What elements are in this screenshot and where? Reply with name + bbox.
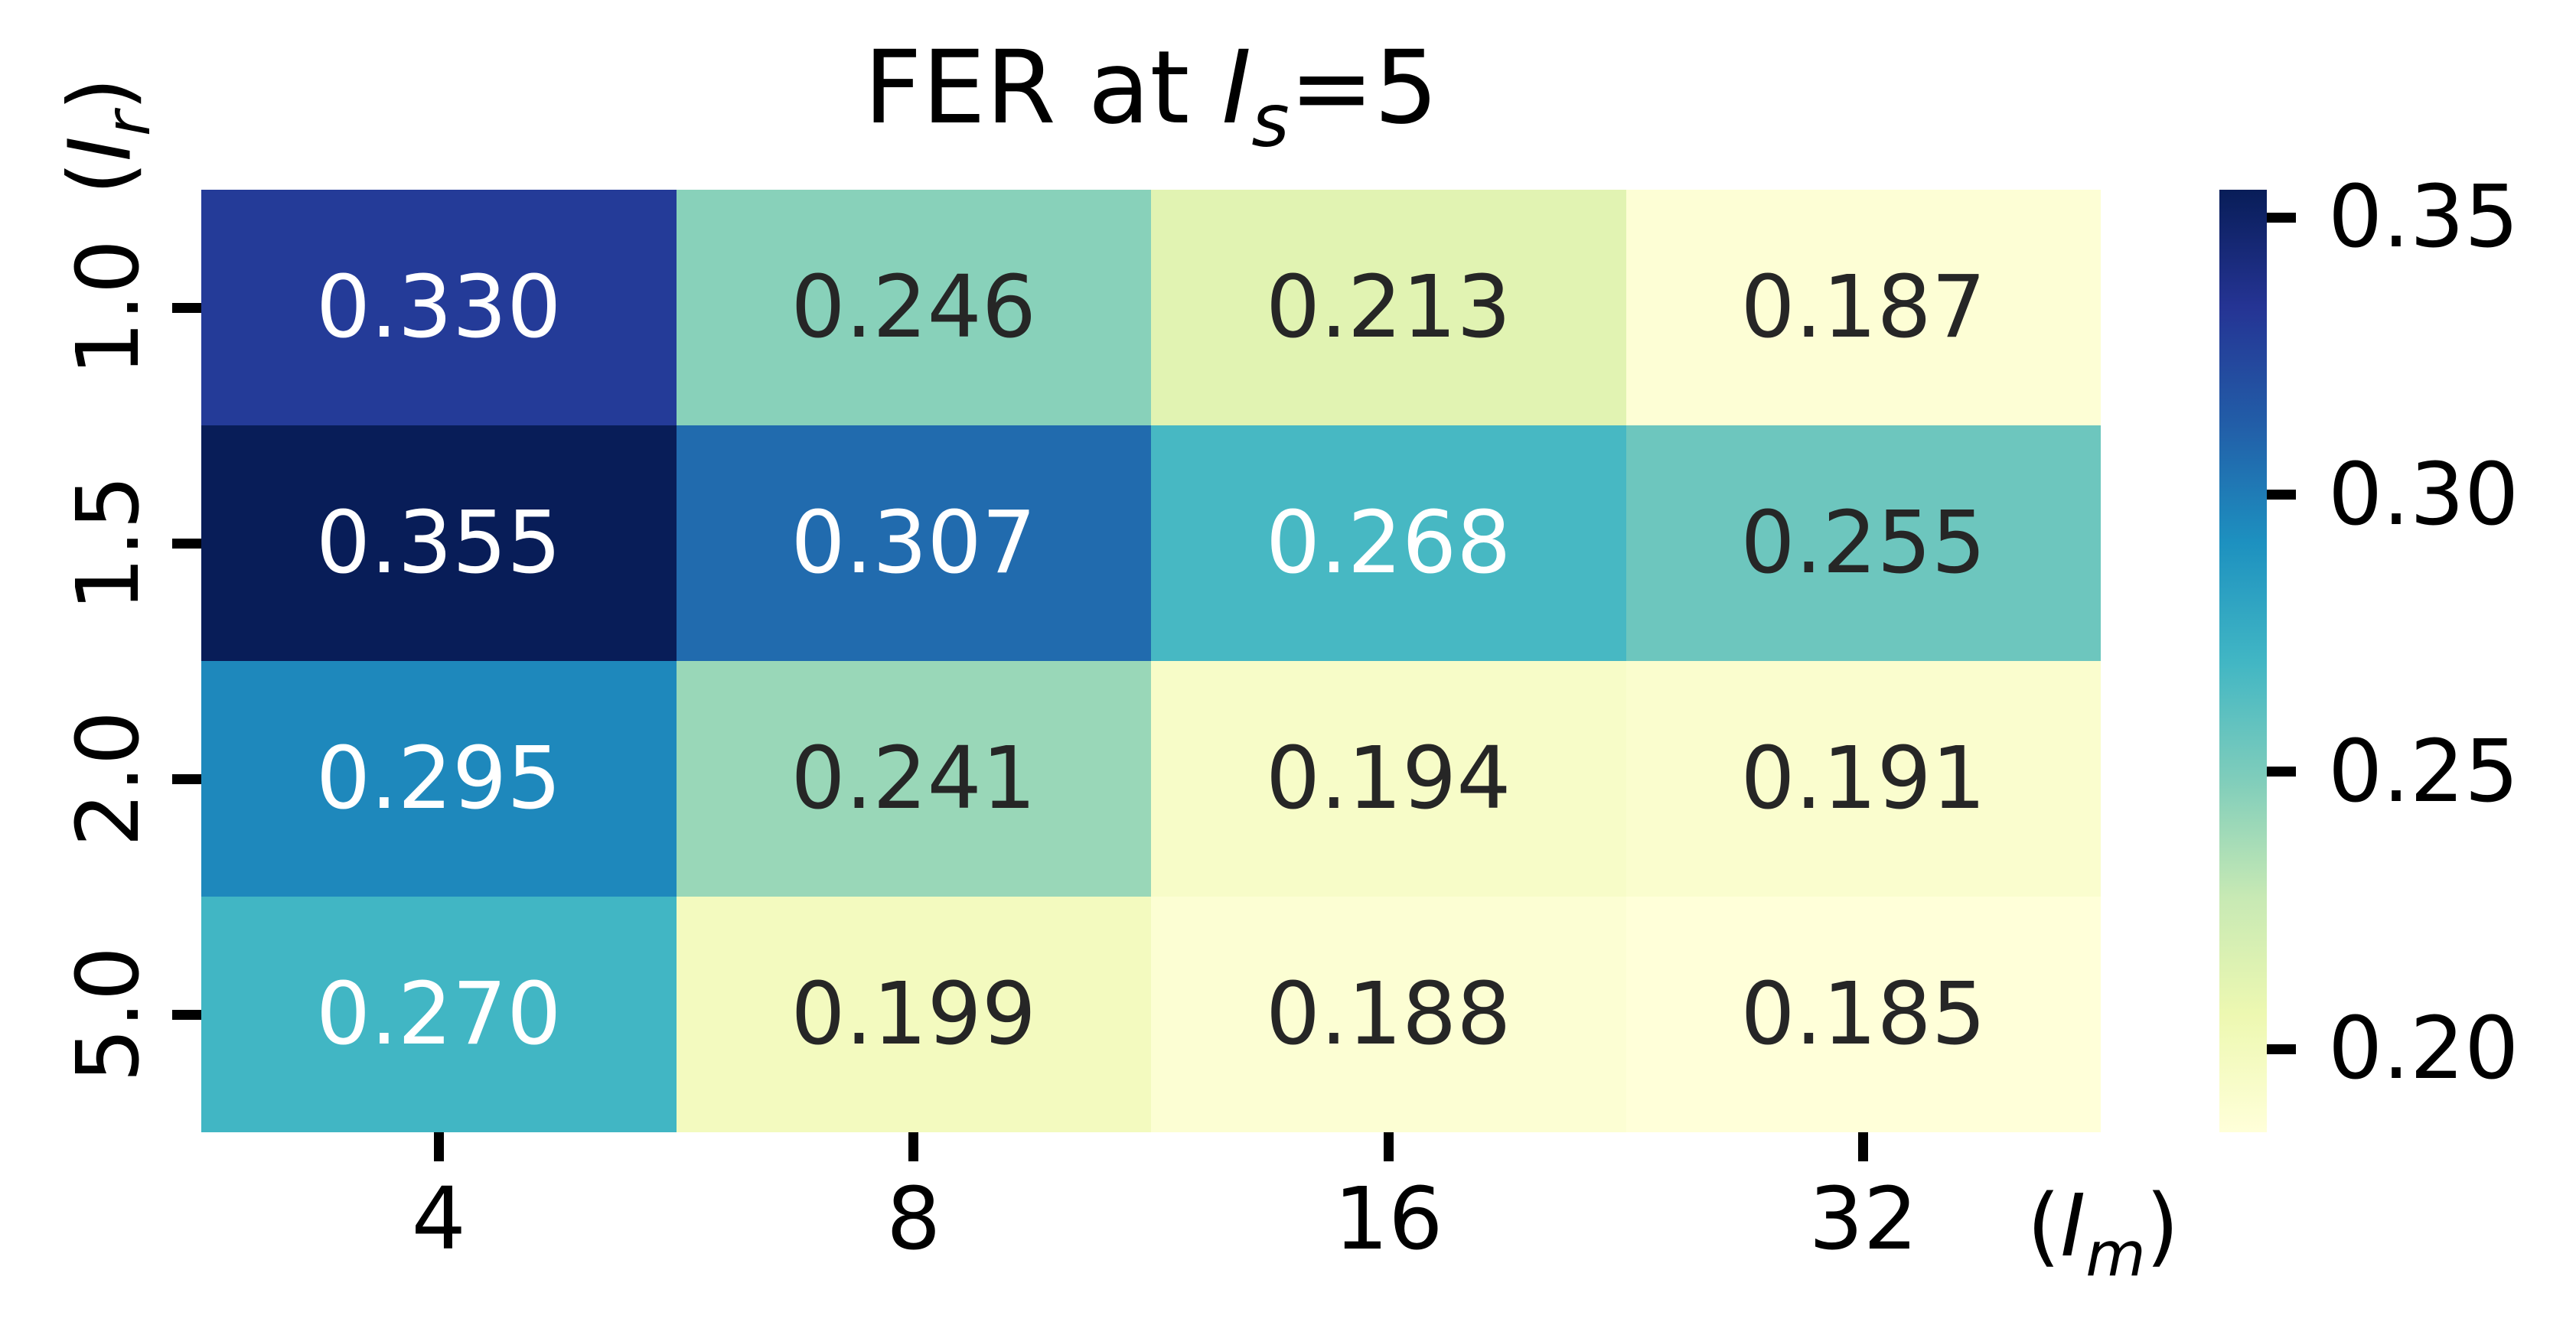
x-tick-mark [908,1132,919,1161]
x-tick-label: 32 [1808,1170,1919,1269]
cell-value: 0.241 [791,729,1037,829]
y-tick-label: 1.0 [59,239,158,376]
x-label-paren-close: ) [2145,1177,2180,1276]
heatmap-cell: 0.270 [201,897,677,1132]
y-tick-label: 5.0 [59,946,158,1083]
y-tick-mark [172,302,201,313]
heatmap-cell: 0.241 [676,661,1151,897]
cell-value: 0.185 [1740,965,1987,1064]
colorbar-gradient [2219,190,2267,1132]
y-label-paren-open: ( [51,161,151,195]
cell-value: 0.188 [1265,965,1511,1064]
colorbar-tick-label: 0.30 [2328,444,2519,545]
heatmap-cell: 0.194 [1151,661,1626,897]
cell-value: 0.199 [791,965,1037,1064]
colorbar-tick-label: 0.20 [2328,999,2519,1099]
x-tick-label: 16 [1333,1170,1443,1269]
heatmap-cell: 0.330 [201,190,677,425]
heatmap-cell: 0.295 [201,661,677,897]
heatmap-cell: 0.255 [1625,425,2101,661]
cell-value: 0.246 [791,258,1037,357]
heatmap-cell: 0.355 [201,425,677,661]
x-label-symbol: I [2060,1177,2086,1276]
heatmap-cell: 0.187 [1625,190,2101,425]
x-tick-mark [433,1132,444,1161]
title-text-after: =5 [1289,29,1439,147]
cell-value: 0.268 [1265,493,1511,593]
cell-value: 0.187 [1740,258,1987,357]
heatmap-cell: 0.213 [1151,190,1626,425]
chart-title: FER at Is=5 [863,29,1439,164]
heatmap-cell: 0.307 [676,425,1151,661]
x-tick-mark [1858,1132,1869,1161]
title-text-before: FER at [863,29,1222,147]
title-variable-symbol: I [1221,29,1252,147]
y-tick-mark [172,538,201,549]
y-tick-label: 2.0 [59,710,158,848]
x-label-subscript: m [2085,1218,2146,1291]
colorbar-tick-label: 0.35 [2328,168,2519,268]
cell-value: 0.330 [315,258,562,357]
cell-value: 0.270 [315,965,562,1064]
y-tick-mark [172,1009,201,1020]
cell-value: 0.307 [791,493,1037,593]
heatmap-cell: 0.191 [1625,661,2101,897]
colorbar-tick-mark [2267,212,2296,223]
heatmap-cell: 0.199 [676,897,1151,1132]
y-tick-label: 1.5 [59,474,158,612]
cell-value: 0.191 [1740,729,1987,829]
x-tick-label: 4 [411,1170,466,1269]
y-label-symbol: I [51,136,151,162]
heatmap-cell: 0.188 [1151,897,1626,1132]
y-axis-label: (Ir) [51,77,165,195]
heatmap-cell: 0.185 [1625,897,2101,1132]
x-axis-label: (Im) [2027,1177,2180,1291]
colorbar-tick-mark [2267,767,2296,777]
heatmap-grid: 0.330 0.246 0.213 0.187 0.355 0.307 0.268 0.255… [201,190,2101,1132]
cell-value: 0.255 [1740,493,1987,593]
x-tick-label: 8 [886,1170,941,1269]
x-label-paren-open: ( [2027,1177,2061,1276]
cell-value: 0.295 [315,729,562,829]
y-tick-mark [172,773,201,784]
title-variable-subscript: s [1251,79,1290,164]
cell-value: 0.355 [315,493,562,593]
heatmap-cell: 0.246 [676,190,1151,425]
y-label-subscript: r [93,110,165,137]
cell-value: 0.194 [1265,729,1511,829]
y-label-paren-close: ) [51,77,151,111]
heatmap-cell: 0.268 [1151,425,1626,661]
colorbar-tick-label: 0.25 [2328,721,2519,822]
colorbar-tick-mark [2267,490,2296,500]
x-tick-mark [1383,1132,1394,1161]
colorbar-tick-mark [2267,1044,2296,1054]
cell-value: 0.213 [1265,258,1511,357]
